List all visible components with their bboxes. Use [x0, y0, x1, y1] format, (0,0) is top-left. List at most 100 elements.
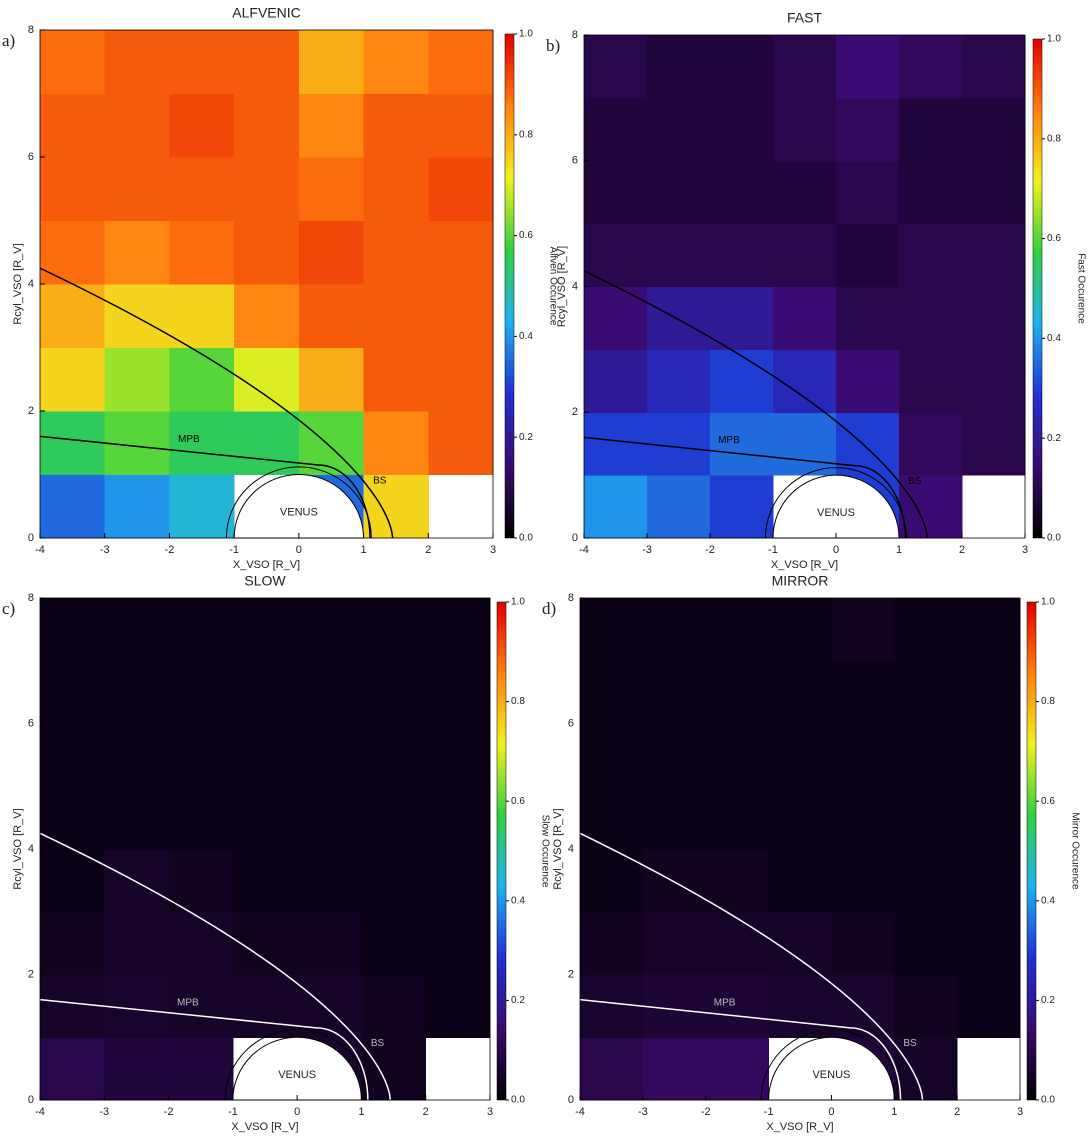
y-tick-label: 4	[568, 843, 574, 855]
colorbar-tick-label: 0.6	[1047, 233, 1061, 244]
colorbar-tick-label: 0.4	[1047, 333, 1061, 344]
heatmap-cell	[957, 849, 1021, 913]
heatmap-cell	[297, 786, 362, 850]
y-tick-label: 6	[28, 151, 34, 163]
heatmap-cell	[647, 97, 711, 162]
heatmap-cell	[580, 974, 644, 1038]
colorbar-tick-label: 0.2	[1041, 995, 1055, 1006]
heatmap-cell	[894, 974, 958, 1038]
heatmap-cell	[234, 284, 300, 348]
heatmap-cell	[363, 157, 429, 221]
heatmap-cell	[647, 475, 711, 539]
heatmap-cell	[584, 412, 648, 476]
y-axis-label: Rcyl_VSO [R_V]	[556, 246, 568, 327]
heatmap-cell	[169, 93, 235, 158]
heatmap-cell	[363, 93, 429, 158]
heatmap-cell	[642, 723, 707, 787]
heatmap-cell	[425, 911, 491, 975]
heatmap-cell	[232, 911, 298, 975]
bow-shock	[579, 832, 924, 1101]
heatmap-cell	[40, 660, 105, 724]
colorbar-label: Mirror Occurence	[1069, 812, 1080, 890]
x-tick-label: 1	[358, 1106, 364, 1118]
heatmap-cell	[836, 35, 900, 99]
heatmap-cell	[428, 157, 494, 221]
heatmap-cell	[425, 974, 491, 1038]
y-tick-label: 0	[572, 532, 578, 544]
bs-label: BS	[371, 1038, 385, 1049]
heatmap-cell	[831, 660, 895, 724]
x-tick-label: 2	[425, 544, 431, 556]
heatmap-cell	[705, 660, 770, 724]
heatmap-cell	[705, 786, 770, 850]
heatmap-cell	[957, 660, 1021, 724]
heatmap-cell	[899, 223, 963, 287]
x-tick-label: 3	[490, 544, 496, 556]
x-tick-label: -4	[579, 544, 589, 556]
heatmap-cell	[168, 974, 234, 1038]
panel-letter: b)	[546, 36, 560, 55]
heatmap-cell	[831, 598, 895, 662]
heatmap-cell	[40, 911, 105, 975]
y-tick-label: 8	[568, 592, 574, 604]
y-tick-label: 0	[28, 1094, 34, 1106]
heatmap-cell	[647, 223, 711, 287]
heatmap-cell	[428, 284, 494, 348]
heatmap-cell	[894, 786, 958, 850]
heatmap-cell	[836, 349, 900, 413]
heatmap-cell	[361, 911, 427, 975]
y-tick-label: 8	[28, 592, 34, 604]
colorbar-tick-label: 0.4	[519, 331, 533, 342]
heatmap-cell	[361, 786, 427, 850]
heatmap-cell	[40, 974, 105, 1038]
colorbar-tick-label: 0.6	[1041, 796, 1055, 807]
heatmap-cell	[168, 660, 234, 724]
y-tick-label: 0	[568, 1094, 574, 1106]
heatmap-cell	[899, 160, 963, 225]
heatmap-cell	[894, 1037, 958, 1101]
heatmap-cell	[642, 974, 707, 1038]
heatmap-cell	[899, 35, 963, 99]
x-tick-label: -3	[642, 544, 652, 556]
heatmap-cell	[298, 411, 365, 475]
panel-letter: a)	[2, 31, 15, 50]
y-tick-label: 4	[28, 278, 34, 290]
heatmap-cell	[899, 349, 963, 413]
x-tick-label: -2	[705, 544, 715, 556]
heatmap-cell	[584, 35, 648, 99]
planet-outline	[225, 466, 372, 539]
heatmap-cell	[584, 349, 648, 413]
heatmap-cell	[104, 93, 170, 158]
heatmap-cell	[773, 286, 837, 350]
heatmap-cell	[962, 412, 1026, 476]
heatmap-cell	[642, 660, 707, 724]
heatmap-cell	[894, 598, 958, 662]
heatmap-cell	[580, 786, 644, 850]
x-tick-label: 0	[294, 1106, 300, 1118]
heatmap-cell	[363, 347, 429, 412]
heatmap-cell	[768, 974, 832, 1038]
heatmap-cell	[705, 849, 770, 913]
bow-shock	[583, 270, 929, 539]
heatmap-cell	[232, 786, 298, 850]
heatmap-cell	[768, 598, 832, 662]
heatmap-cell	[962, 286, 1026, 350]
heatmap-cell	[894, 660, 958, 724]
heatmap-cell	[773, 223, 837, 287]
colorbar-tick-label: 0.8	[1041, 696, 1055, 707]
heatmap-cell	[104, 220, 170, 285]
x-axis-label: X_VSO [R_V]	[766, 1121, 833, 1133]
heatmap-cell	[705, 974, 770, 1038]
heatmap-cell	[232, 660, 298, 724]
heatmap-cell	[104, 911, 170, 975]
heatmap-cell	[168, 786, 234, 850]
heatmap-cell	[647, 35, 711, 99]
y-tick-label: 6	[28, 717, 34, 729]
x-axis-label: X_VSO [R_V]	[231, 1121, 298, 1133]
heatmap-cell	[705, 598, 770, 662]
colorbar-tick-label: 0.0	[1047, 533, 1061, 544]
heatmap-cell	[104, 411, 170, 475]
heatmap-cell	[962, 35, 1026, 99]
heatmap-cell	[831, 974, 895, 1038]
heatmap-cell	[104, 786, 170, 850]
